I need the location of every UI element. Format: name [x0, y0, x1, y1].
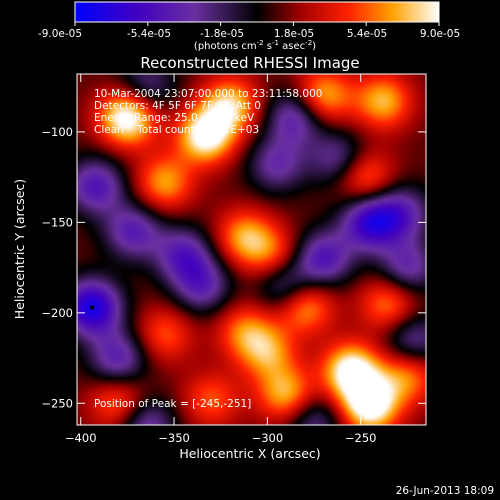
colorbar-gradient: [74, 1, 440, 23]
min-marker: [89, 305, 95, 310]
x-axis-label: Heliocentric X (arcsec): [179, 446, 320, 461]
annotation-peak-position: Position of Peak = [-245,-251]: [94, 398, 251, 410]
x-tick-label: −350: [158, 431, 190, 445]
annotation-detectors: Detectors: 4F 5F 6F 7F 8F, Att 0: [94, 100, 261, 112]
y-axis-label: Heliocentric Y (arcsec): [12, 179, 27, 319]
colorbar-unit-label: (photons cm-2 s-1 asec-2): [194, 39, 316, 52]
colorbar-tick-3: 1.8e-05: [274, 28, 314, 40]
colorbar-tick-2: -1.8e-05: [200, 28, 244, 40]
annotation-time-range: 10-Mar-2004 23:07:00.000 to 23:11:58.000: [94, 88, 322, 100]
chart-title: Reconstructed RHESSI Image: [140, 54, 359, 72]
y-tick-label: −250: [41, 396, 73, 410]
colorbar-tick-5: 9.0e-05: [420, 28, 460, 40]
info-annotations: 10-Mar-2004 23:07:00.000 to 23:11:58.000…: [94, 88, 322, 410]
plot-frame: [76, 73, 427, 426]
footer-date: 26-Jun-2013 18:09: [396, 485, 494, 497]
colorbar-tick-4: 5.4e-05: [347, 28, 387, 40]
y-tick-label: −200: [41, 306, 73, 320]
colorbar: -9.0e-05 -5.4e-05 -1.8e-05 1.8e-05 5.4e-…: [38, 1, 460, 52]
x-tick-label: −400: [65, 431, 97, 445]
x-tick-label: −300: [252, 431, 284, 445]
x-tick-label: −250: [345, 431, 377, 445]
colorbar-tick-1: -5.4e-05: [127, 28, 171, 40]
annotation-energy-range: Energy Range: 25.0 - 50.0 keV: [94, 112, 255, 124]
y-tick-label: −100: [41, 125, 73, 139]
y-tick-label: −150: [41, 215, 73, 229]
annotation-total-counts: Clean Total counts: 4.82E+03: [94, 124, 259, 136]
heatmap-image: [77, 74, 426, 425]
colorbar-tick-0: -9.0e-05: [38, 28, 82, 40]
